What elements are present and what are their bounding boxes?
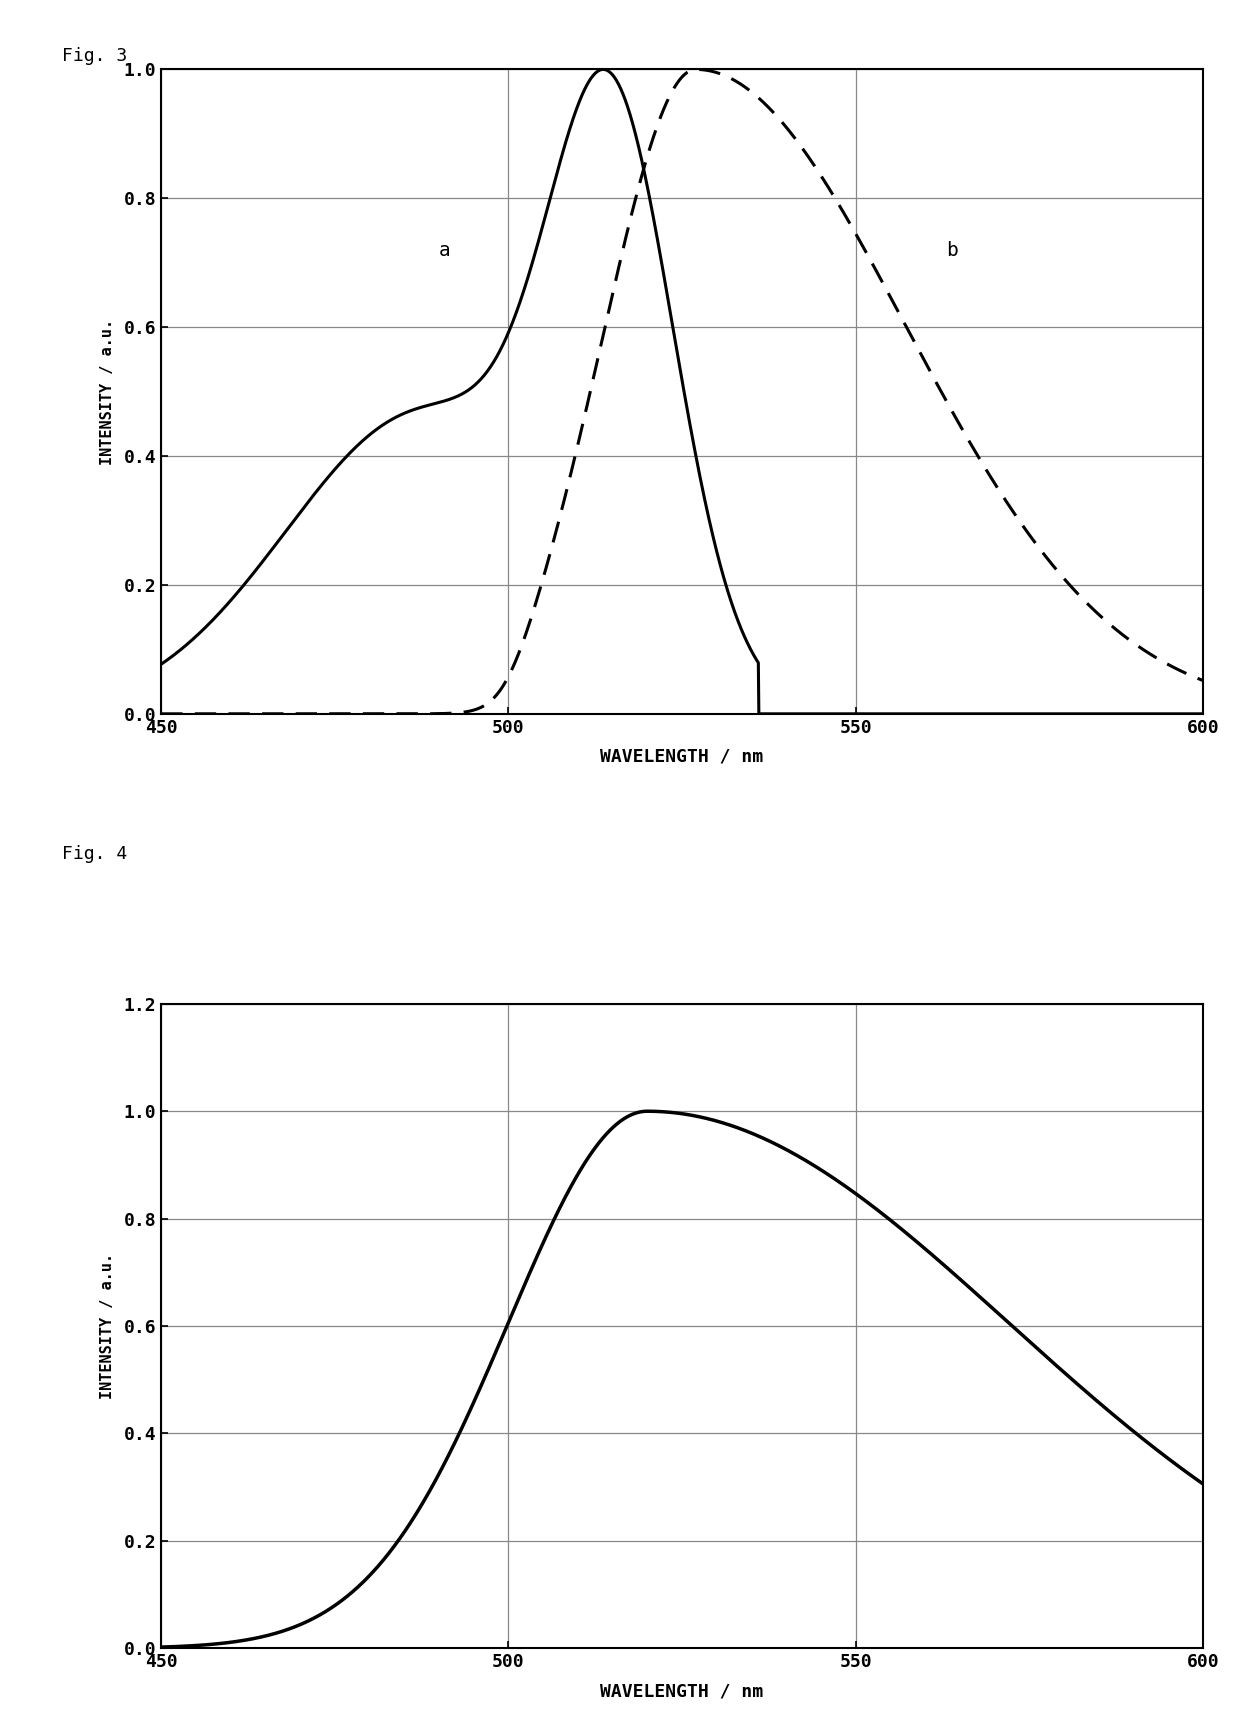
X-axis label: WAVELENGTH / nm: WAVELENGTH / nm — [600, 748, 764, 765]
Y-axis label: INTENSITY / a.u.: INTENSITY / a.u. — [100, 1253, 115, 1398]
Text: a: a — [439, 241, 450, 260]
X-axis label: WAVELENGTH / nm: WAVELENGTH / nm — [600, 1683, 764, 1700]
Text: Fig. 4: Fig. 4 — [62, 845, 128, 862]
Text: Fig. 3: Fig. 3 — [62, 47, 128, 64]
Text: b: b — [946, 241, 957, 260]
Y-axis label: INTENSITY / a.u.: INTENSITY / a.u. — [100, 319, 115, 465]
